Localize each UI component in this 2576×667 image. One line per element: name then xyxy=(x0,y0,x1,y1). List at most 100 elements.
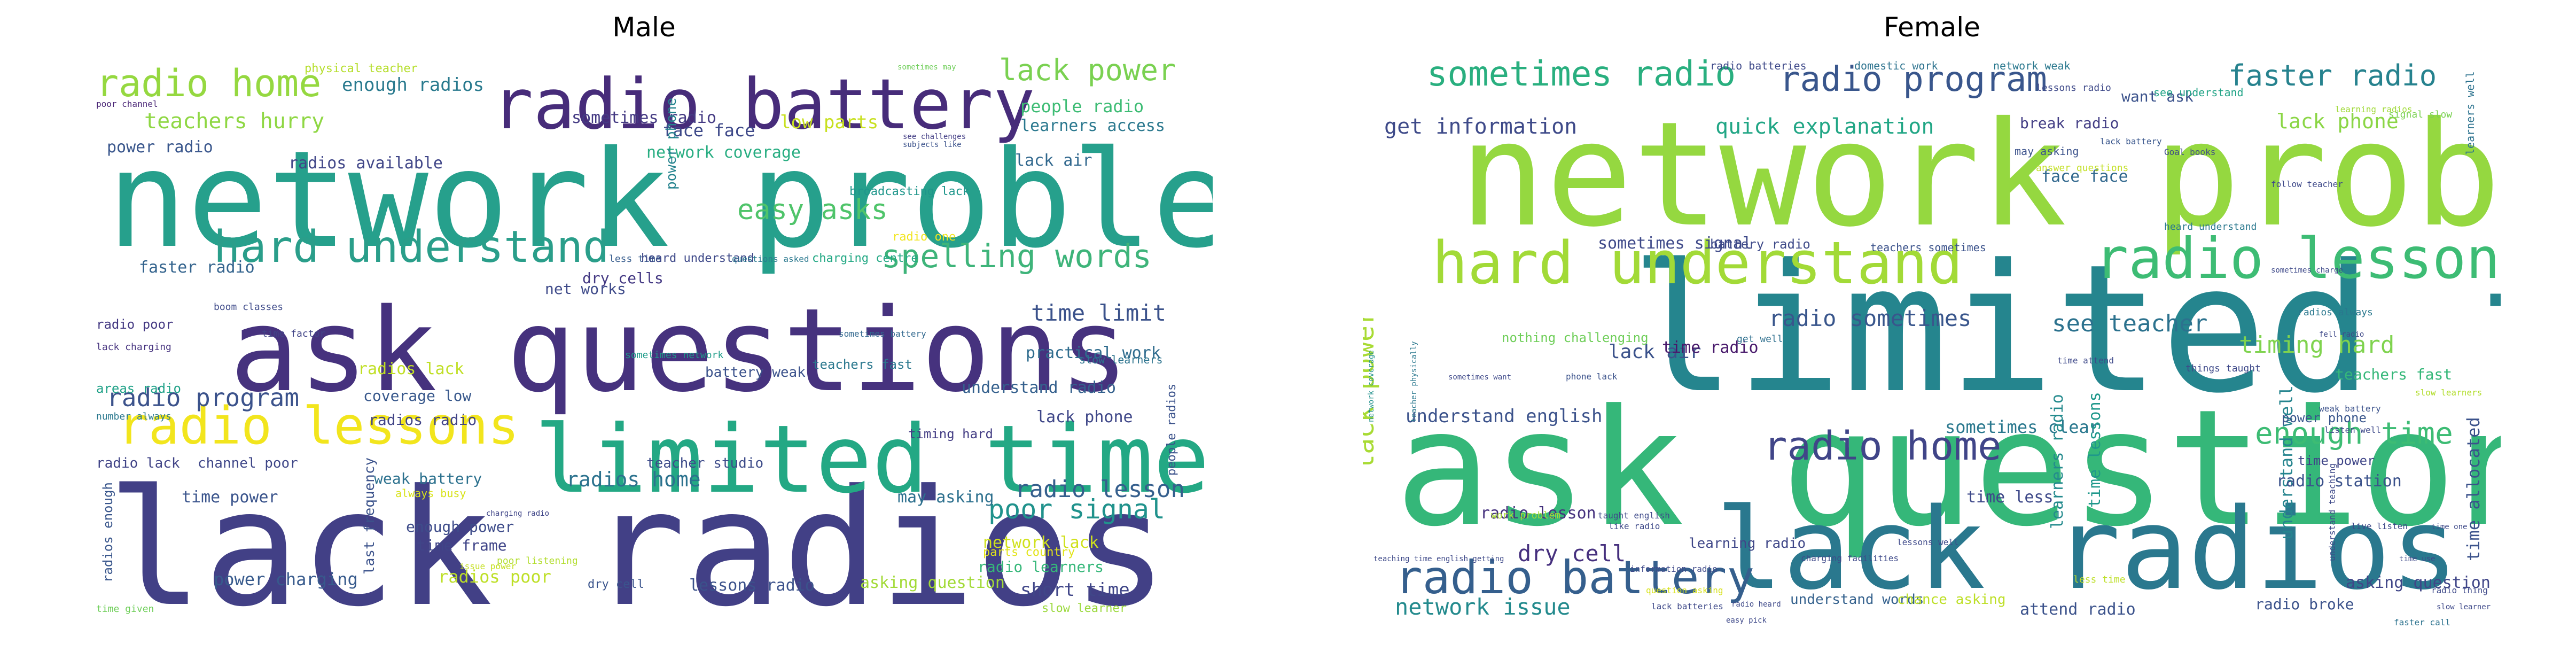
female-word: network weak xyxy=(1993,59,2071,72)
male-word: radios poor xyxy=(438,567,551,587)
female-word: radio lesson xyxy=(1480,504,1596,523)
male-word: poor listening xyxy=(497,555,578,567)
male-word: radios available xyxy=(288,154,443,173)
female-word: understand words xyxy=(1790,592,1924,608)
female-word: domestic work xyxy=(1854,59,1938,72)
female-word: radio heard xyxy=(1731,600,1781,609)
female-word: radios always xyxy=(2298,307,2373,318)
female-word: less time xyxy=(2073,574,2126,585)
male-word: dry cell xyxy=(588,578,644,591)
male-word: timing hard xyxy=(908,426,993,441)
female-word: time allocated xyxy=(2463,417,2484,561)
female-word: slow learner xyxy=(2437,603,2491,611)
male-word: learners access xyxy=(1020,117,1165,135)
male-word: lack radios xyxy=(107,455,1168,625)
female-word: asking question xyxy=(2346,573,2491,592)
female-word: radio station xyxy=(2276,472,2402,491)
male-word: network lack xyxy=(983,533,1099,552)
female-word: understand english xyxy=(1406,406,1602,427)
female-word: weak battery xyxy=(2319,404,2381,414)
female-word: sometimes clear xyxy=(1945,417,2099,437)
male-word: channel poor xyxy=(198,455,298,471)
female-word: attend radio xyxy=(2020,600,2136,619)
male-word: time given xyxy=(96,603,154,615)
male-word: short time xyxy=(1020,579,1130,601)
female-word: radio thing xyxy=(2431,585,2488,595)
female-word: see teacher xyxy=(2052,310,2207,337)
female-word: information radio xyxy=(1630,564,1718,574)
male-word: poor channel xyxy=(96,99,158,109)
male-word: broadcasting lack xyxy=(849,185,970,198)
male-word: teachers hurry xyxy=(144,109,324,134)
female-word: sometimes charge xyxy=(2271,266,2343,275)
male-word: practical work xyxy=(1026,344,1161,362)
male-word: face face xyxy=(662,120,755,141)
female-word: lack power xyxy=(1363,309,1380,470)
male-word: slow learner xyxy=(1042,602,1127,615)
female-word: time radio xyxy=(1662,338,1759,357)
female-word: radio battery xyxy=(1395,551,1754,604)
male-word: radio lesson xyxy=(1015,476,1185,503)
male-word: power phone xyxy=(663,98,680,190)
male-word: charging centre xyxy=(812,252,918,265)
female-word: learning radios xyxy=(2335,104,2413,114)
female-word: live listen xyxy=(2351,521,2408,531)
male-panel: Male lack radios network problem ask quest… xyxy=(96,12,1213,625)
female-word: work problem xyxy=(1491,510,1560,521)
female-word: ask questions xyxy=(1395,375,2501,562)
female-word: radio batteries xyxy=(1710,59,1807,72)
female-word: slow learners xyxy=(2415,387,2482,398)
male-word: limited time xyxy=(534,406,1209,514)
female-word: nothing challenging xyxy=(1502,330,1649,345)
male-word: radio one xyxy=(892,230,956,244)
female-word: see understand xyxy=(2153,86,2244,99)
male-word: always busy xyxy=(395,487,466,500)
male-word: radio lessons xyxy=(118,396,519,456)
male-word: physical teacher xyxy=(305,62,418,75)
male-word: time limit xyxy=(1031,300,1166,326)
female-panel: Female limited timenetwork problem ask qu… xyxy=(1288,0,2576,667)
female-word: battery radio xyxy=(1710,237,1810,252)
female-word: time use xyxy=(2399,555,2435,563)
female-word: face face xyxy=(2041,167,2128,186)
female-word: sometimes want xyxy=(1448,373,1511,382)
female-word: learners well xyxy=(2464,71,2477,155)
female-word: network problem xyxy=(1459,90,2501,259)
female-word: hard understand xyxy=(1432,229,1963,297)
male-word: radio program xyxy=(107,383,299,412)
female-word: heard understand xyxy=(2164,221,2257,232)
female-word: network issue xyxy=(1395,594,1571,620)
female-word: things taught xyxy=(2185,363,2261,374)
female-word: may asking xyxy=(2015,145,2079,158)
male-word: last frequency xyxy=(362,457,378,575)
male-word: power charging xyxy=(214,569,358,590)
female-word: understand teaching xyxy=(2327,463,2337,561)
female-word: Goal books xyxy=(2164,147,2215,157)
male-word: radio lack xyxy=(96,455,180,471)
female-word-cloud-svg: limited timenetwork problem ask questions… xyxy=(1363,55,2501,625)
female-word: enough time xyxy=(2255,416,2453,451)
female-word: understand well xyxy=(2276,385,2297,540)
male-word: radio battery xyxy=(491,64,1035,145)
female-word: time one xyxy=(2431,523,2467,531)
male-word: radio learners xyxy=(978,558,1104,576)
female-word: listen well xyxy=(2324,425,2381,435)
male-word: charging radio xyxy=(486,509,549,518)
male-word: sometimes radio xyxy=(572,108,716,127)
male-word: radios enough xyxy=(100,482,115,583)
female-word: lack phone xyxy=(2276,110,2399,133)
male-word: weak battery xyxy=(374,470,482,487)
male-word: spelling words xyxy=(881,238,1152,275)
female-word: answer questions xyxy=(2036,162,2128,174)
female-word: power phone xyxy=(2282,410,2367,425)
male-word: boom classes xyxy=(214,301,283,313)
male-word: easy asks xyxy=(737,194,888,226)
male-word: sometimes network xyxy=(625,350,723,361)
male-word: time power xyxy=(182,488,278,507)
female-word: chance asking xyxy=(1897,592,2006,608)
male-word: time frame xyxy=(417,537,507,554)
female-word: learning radio xyxy=(1689,536,1806,552)
male-word: net works xyxy=(545,280,626,298)
female-word: teachers sometimes xyxy=(1870,241,1986,254)
